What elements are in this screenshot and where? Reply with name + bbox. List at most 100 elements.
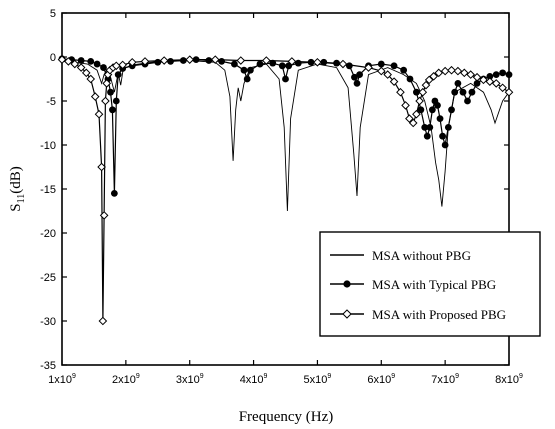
data-point-typical-pbg [114,71,122,78]
data-point-proposed-pbg [479,75,488,85]
y-tick-label: -30 [40,316,56,328]
data-point-proposed-pbg [70,59,80,69]
y-tick-label: -5 [46,96,56,108]
data-point-typical-pbg [87,58,95,65]
data-point-typical-pbg [231,60,238,68]
data-point-typical-pbg [459,88,467,96]
data-point-typical-pbg [320,58,328,66]
x-tick-label: 4x109 [240,373,268,386]
data-point-proposed-pbg [412,109,421,119]
data-point-typical-pbg [464,97,471,105]
data-point-proposed-pbg [421,80,431,90]
y-axis-ticks: 5 0 -5 -10 -15 -20 -25 -30 -35 [40,8,509,372]
data-point-proposed-pbg [434,68,444,78]
data-point-proposed-pbg [140,57,150,66]
data-point-proposed-pbg [491,79,501,88]
data-point-proposed-pbg [440,66,450,76]
legend-label-3: MSA with Proposed PBG [372,307,506,322]
data-point-typical-pbg [218,58,226,65]
data-point-typical-pbg [351,73,358,81]
data-point-typical-pbg [154,58,162,66]
data-point-proposed-pbg [313,57,322,67]
legend: MSA without PBG MSA with Typical PBG MSA w… [319,231,541,337]
data-point-proposed-pbg [185,55,195,64]
x-axis-ticks: 1x109 2x109 3x109 4x109 5x109 6x109 7x109 8x109 [48,13,523,386]
data-point-typical-pbg [100,64,107,71]
data-point-proposed-pbg [97,162,106,172]
data-point-typical-pbg [243,75,251,83]
x-tick-label: 5x109 [304,373,332,386]
data-point-proposed-pbg [453,66,463,76]
data-point-typical-pbg [441,141,449,149]
data-point-proposed-pbg [396,87,405,97]
data-point-typical-pbg [417,106,425,114]
data-point-proposed-pbg [210,55,220,64]
data-point-proposed-pbg [64,57,73,66]
data-point-typical-pbg [428,106,436,114]
y-axis-label: S11(dB) [8,166,27,211]
data-point-typical-pbg [468,88,476,96]
legend-label-2: MSA with Typical PBG [372,277,496,292]
data-point-proposed-pbg [90,92,100,101]
data-point-proposed-pbg [485,77,495,86]
data-point-typical-pbg [400,66,408,74]
data-point-proposed-pbg [118,60,127,70]
data-point-proposed-pbg [401,101,410,110]
data-point-typical-pbg [240,66,248,74]
data-point-typical-pbg [406,75,414,83]
data-point-proposed-pbg [94,109,104,119]
data-point-typical-pbg [179,57,187,64]
data-point-typical-pbg [278,62,286,70]
data-point-proposed-pbg [57,55,67,64]
data-point-typical-pbg [294,59,302,67]
x-tick-label: 2x109 [112,373,140,386]
data-point-proposed-pbg [262,56,271,65]
data-point-typical-pbg [109,106,116,114]
data-point-proposed-pbg [81,68,91,78]
data-point-typical-pbg [307,58,315,66]
data-point-typical-pbg [93,60,101,68]
data-point-typical-pbg [192,56,200,64]
y-axis-label-unit: (dB) [8,166,24,194]
data-point-typical-pbg [246,66,254,74]
data-point-proposed-pbg [389,77,399,86]
data-point-proposed-pbg [99,211,109,220]
data-point-proposed-pbg [408,118,418,128]
data-point-proposed-pbg [159,56,169,65]
data-point-typical-pbg [112,97,120,105]
data-point-proposed-pbg [236,56,246,65]
data-point-proposed-pbg [424,75,434,85]
data-point-proposed-pbg [405,114,414,123]
data-point-proposed-pbg [472,72,482,82]
data-point-proposed-pbg [376,66,386,76]
data-point-typical-pbg [256,60,264,68]
data-point-typical-pbg [356,71,363,78]
data-point-proposed-pbg [287,57,297,66]
data-point-proposed-pbg [101,96,110,106]
x-tick-label: 1x109 [48,373,76,386]
x-tick-label: 6x109 [367,373,395,386]
data-point-typical-pbg [436,115,444,122]
data-point-proposed-pbg [383,70,392,79]
x-axis-label: Frequency (Hz) [239,409,334,425]
data-point-typical-pbg [77,57,85,64]
data-point-proposed-pbg [418,87,428,97]
series-markers [57,55,514,326]
data-point-typical-pbg [444,124,452,131]
data-point-typical-pbg [107,88,114,96]
y-tick-label: -25 [40,272,56,284]
y-tick-label: 5 [50,8,56,20]
legend-label-1: MSA without PBG [372,248,471,263]
y-tick-label: 0 [50,52,56,64]
data-point-proposed-pbg [98,316,108,326]
data-point-typical-pbg [454,80,462,87]
data-point-typical-pbg [473,80,481,87]
data-point-proposed-pbg [364,63,373,72]
data-point-typical-pbg [492,71,500,78]
data-point-typical-pbg [269,59,277,67]
data-point-proposed-pbg [429,72,438,81]
data-point-proposed-pbg [127,57,137,67]
data-point-typical-pbg [345,62,353,70]
data-point-typical-pbg [499,69,507,77]
